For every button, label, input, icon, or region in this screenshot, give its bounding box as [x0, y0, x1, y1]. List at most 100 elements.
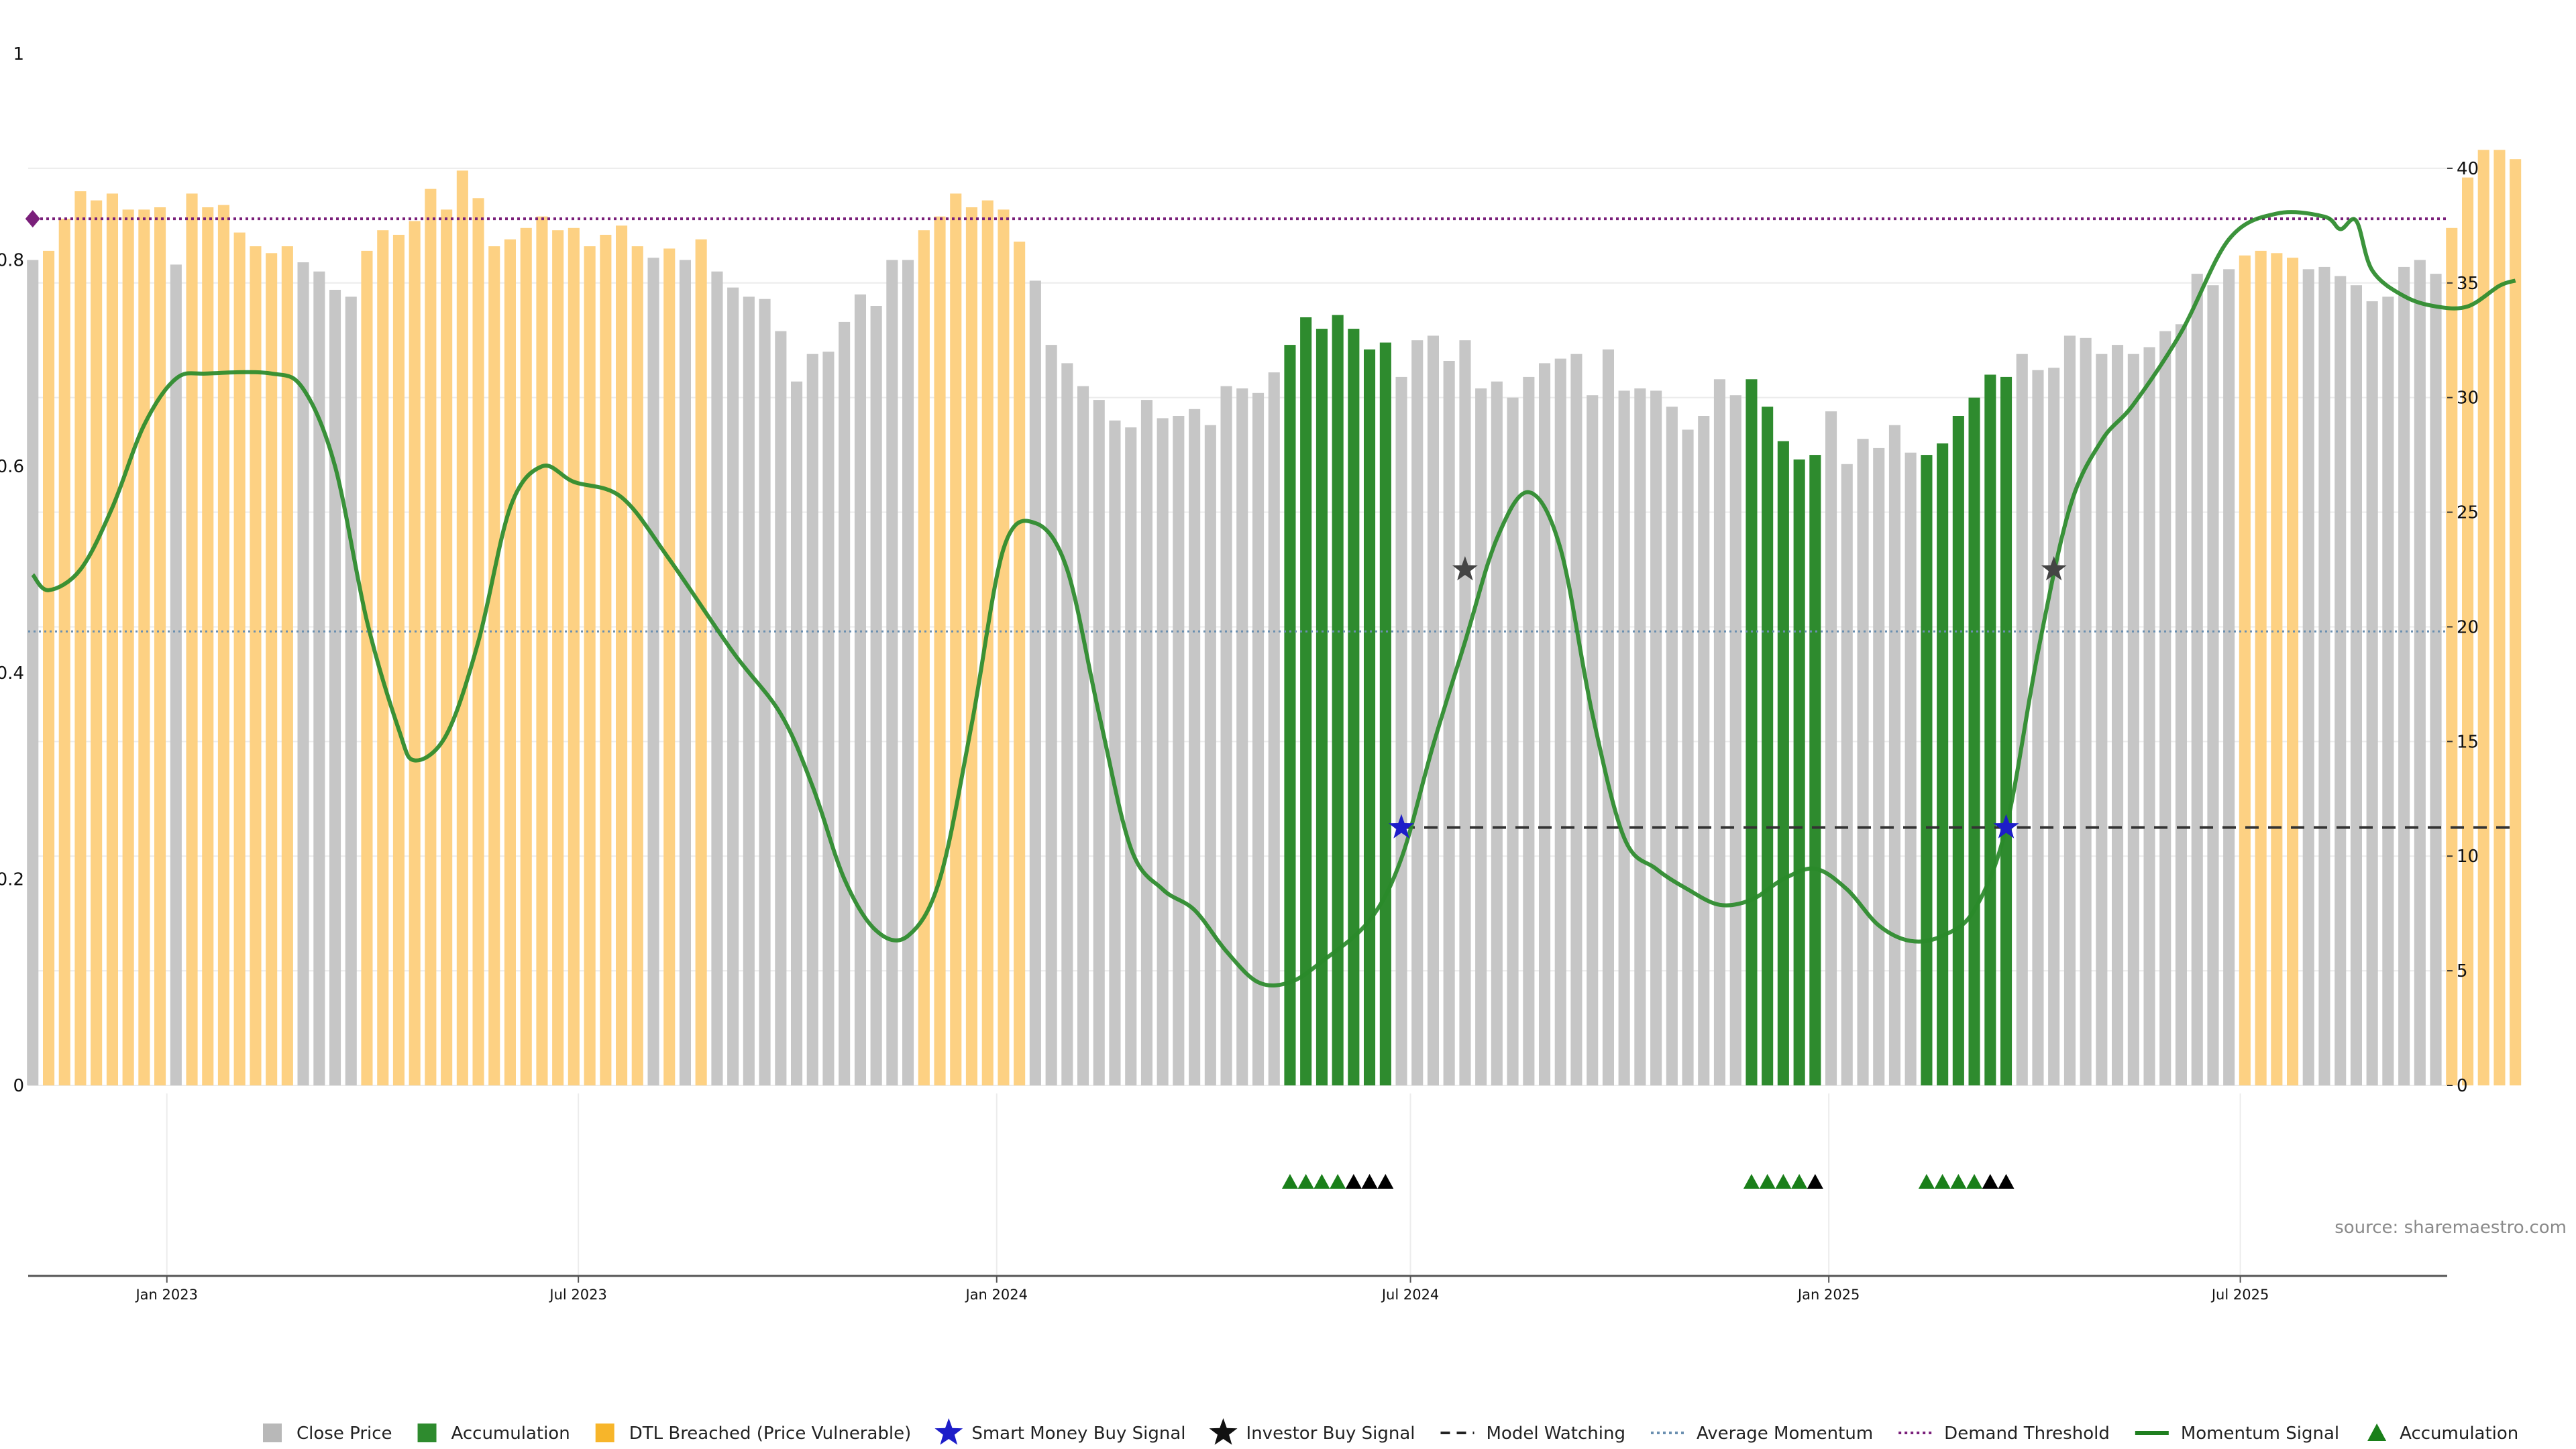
price-bar-dtl — [568, 227, 580, 1085]
left-axis-tick-label: 0 — [13, 1076, 24, 1096]
price-bar-dtl — [552, 230, 564, 1086]
legend-label: Smart Money Buy Signal — [971, 1424, 1185, 1444]
legend: Close Price Accumulation DTL Breached (Pri… — [263, 1418, 2518, 1445]
price-bar-close — [711, 271, 723, 1086]
price-bar-accumulation — [1921, 455, 1933, 1085]
price-bar-accumulation — [1952, 416, 1964, 1085]
price-bar-accumulation — [2000, 376, 2012, 1085]
signal-markers — [1389, 556, 2067, 839]
x-axis-tick-label: Jan 2025 — [1796, 1287, 1860, 1303]
price-bar-dtl — [918, 230, 930, 1086]
right-axis-tick-label: 5 — [2457, 961, 2468, 981]
price-bar-close — [743, 297, 755, 1085]
price-bar-close — [1077, 386, 1089, 1085]
price-bar-close — [2112, 345, 2124, 1085]
price-bar-dtl — [600, 235, 612, 1085]
price-bar-close — [1475, 388, 1487, 1085]
legend-star-icon — [1209, 1418, 1238, 1445]
left-axis-tick-label: 1 — [13, 44, 24, 64]
price-bar-close — [1093, 400, 1105, 1085]
accumulation-marker — [1759, 1174, 1776, 1189]
investor-buy-signal — [1452, 556, 1478, 581]
legend-label: Average Momentum — [1697, 1424, 1873, 1444]
accumulation-marker — [1775, 1174, 1792, 1189]
price-bar-close — [1061, 363, 1073, 1085]
price-bar-close — [1554, 358, 1566, 1085]
price-bar-accumulation — [1332, 315, 1344, 1086]
right-axis-tick-label: 35 — [2457, 274, 2479, 294]
price-bar-dtl — [965, 207, 977, 1085]
demand-threshold-marker — [25, 210, 40, 228]
price-bar-close — [806, 354, 818, 1086]
price-bar-dtl — [950, 193, 962, 1085]
price-bar-close — [1189, 409, 1201, 1085]
legend-item: Smart Money Buy Signal — [934, 1418, 1186, 1445]
price-bar-accumulation — [1793, 459, 1805, 1085]
x-axis-tick-label: Jul 2025 — [2210, 1287, 2269, 1303]
reference-lines — [25, 210, 2516, 829]
price-bar-close — [902, 260, 914, 1086]
price-bar-close — [1236, 388, 1248, 1085]
accumulation-marker — [1918, 1174, 1935, 1189]
price-bar-close — [1857, 439, 1869, 1085]
left-axis-tick-label: 0.2 — [0, 869, 24, 890]
price-bar-close — [2334, 276, 2347, 1085]
price-bar-close — [2207, 285, 2219, 1086]
price-bar-dtl — [2493, 150, 2506, 1085]
price-bar-close — [2159, 331, 2171, 1086]
legend-label: Demand Threshold — [1944, 1424, 2110, 1444]
price-bar-close — [1491, 381, 1503, 1086]
price-bar-close — [2048, 368, 2060, 1086]
price-bar-close — [2143, 347, 2155, 1085]
legend-item: Average Momentum — [1650, 1424, 1873, 1444]
price-bar-accumulation — [1809, 455, 1821, 1085]
legend-item: Close Price — [263, 1424, 392, 1444]
price-bar-close — [329, 290, 341, 1085]
price-bar-close — [1029, 280, 1041, 1085]
price-bar-close — [1157, 418, 1169, 1085]
price-bar-accumulation — [1284, 345, 1296, 1085]
price-bar-close — [2350, 285, 2362, 1086]
price-bar-close — [1109, 420, 1121, 1085]
price-bar-dtl — [154, 207, 166, 1085]
price-bar-close — [2096, 354, 2108, 1086]
legend-item: Momentum Signal — [2135, 1424, 2339, 1444]
legend-swatch — [595, 1424, 614, 1442]
left-axis-tick-label: 0.4 — [0, 663, 24, 684]
price-bar-accumulation — [1364, 349, 1376, 1085]
price-bar-close — [1125, 427, 1137, 1085]
price-bar-close — [2302, 269, 2314, 1085]
price-bar-close — [1873, 447, 1885, 1085]
accumulation-marker — [1791, 1174, 1808, 1189]
legend-item: Model Watching — [1440, 1424, 1625, 1444]
price-bar-dtl — [425, 189, 437, 1086]
black-marker — [1998, 1174, 2015, 1189]
price-bar-close — [2223, 269, 2235, 1085]
price-bar-dtl — [441, 209, 453, 1085]
legend-label: Model Watching — [1487, 1424, 1625, 1444]
price-bar-close — [775, 331, 787, 1086]
price-bar-close — [2063, 335, 2076, 1085]
price-bar-close — [1204, 425, 1216, 1085]
price-bar-dtl — [584, 246, 596, 1086]
price-bar-accumulation — [1300, 317, 1312, 1085]
price-bar-close — [1411, 340, 1424, 1086]
right-axis-tick-label: 30 — [2457, 388, 2479, 409]
price-bar-close — [1140, 400, 1152, 1085]
legend-label: DTL Breached (Price Vulnerable) — [629, 1424, 912, 1444]
price-bar-close — [2080, 337, 2092, 1085]
right-axis-tick-label: 15 — [2457, 732, 2479, 752]
black-marker — [1345, 1174, 1362, 1189]
price-bar-dtl — [488, 246, 500, 1086]
price-bar-close — [1650, 390, 1662, 1085]
price-bar-dtl — [106, 193, 118, 1085]
source-label: source: sharemaestro.com — [2334, 1218, 2567, 1238]
legend-label: Close Price — [297, 1424, 392, 1444]
price-bar-dtl — [74, 191, 87, 1086]
price-bar-dtl — [2239, 255, 2251, 1085]
price-bar-dtl — [392, 235, 405, 1085]
price-bar-dtl — [186, 193, 198, 1085]
price-bar-close — [1904, 452, 1917, 1085]
price-bar-close — [1570, 354, 1582, 1086]
price-bar-dtl — [1014, 241, 1026, 1085]
